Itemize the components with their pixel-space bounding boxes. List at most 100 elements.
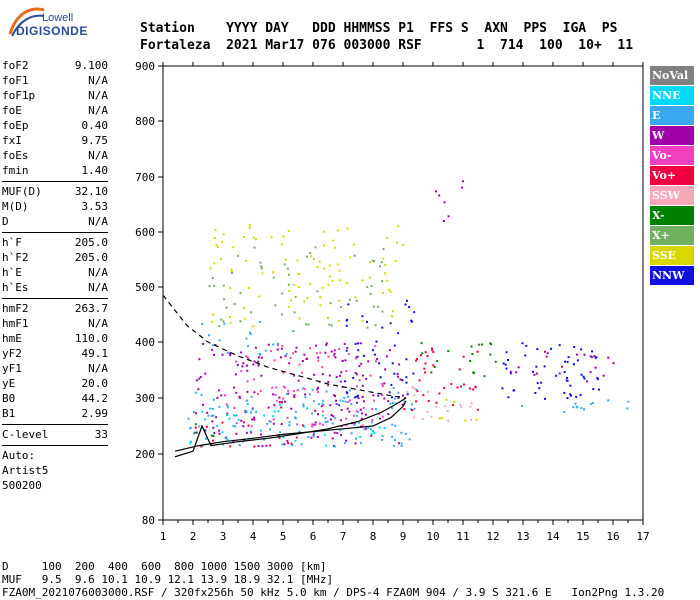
x-tick-label: 1 — [160, 530, 167, 543]
echo-point — [456, 386, 459, 389]
param-value: 32.10 — [74, 185, 108, 198]
echo-point — [263, 414, 266, 417]
echo-point — [312, 433, 315, 436]
echo-point — [280, 406, 283, 409]
y-tick-label: 200 — [135, 448, 155, 461]
param-name: yF2 — [2, 347, 22, 360]
echo-point — [215, 416, 218, 419]
echo-point — [400, 444, 403, 447]
echo-point — [507, 396, 510, 399]
echo-point — [374, 324, 377, 327]
echo-point — [388, 391, 391, 394]
echo-point — [293, 374, 296, 377]
param-separator — [2, 445, 108, 446]
echo-point — [282, 385, 285, 388]
echo-point — [564, 360, 567, 363]
echo-point — [318, 422, 321, 425]
echo-point — [307, 323, 310, 326]
param-row: foE N/A — [2, 103, 108, 118]
echo-point — [408, 305, 411, 308]
echo-point — [569, 384, 572, 387]
echo-point — [328, 323, 331, 326]
echo-point — [384, 368, 387, 371]
echo-point — [353, 414, 356, 417]
echo-point — [213, 284, 216, 287]
echo-point — [371, 259, 374, 262]
param-row: MUF(D) 32.10 — [2, 184, 108, 199]
echo-point — [378, 426, 381, 429]
echo-point — [286, 439, 289, 442]
echo-point — [285, 393, 288, 396]
echo-point — [472, 388, 475, 391]
param-name: hmE — [2, 332, 22, 345]
echo-point — [293, 311, 296, 314]
echo-point — [275, 386, 278, 389]
echo-point — [362, 406, 365, 409]
echo-point — [336, 263, 339, 266]
echo-point — [368, 276, 371, 279]
echo-point — [365, 377, 368, 380]
echo-point — [583, 377, 586, 380]
echo-point — [538, 387, 541, 390]
echo-point — [280, 423, 283, 426]
echo-point — [223, 298, 226, 301]
echo-point — [272, 415, 275, 418]
echo-point — [260, 374, 263, 377]
echo-point — [240, 419, 243, 422]
legend-item: NNW — [650, 266, 694, 285]
echo-point — [504, 363, 507, 366]
echo-point — [253, 246, 256, 249]
echo-point — [292, 330, 295, 333]
echo-point — [288, 424, 291, 427]
echo-point — [338, 299, 341, 302]
echo-point — [328, 275, 331, 278]
echo-point — [277, 342, 280, 345]
echo-point — [369, 261, 372, 264]
param-name: foF2 — [2, 59, 29, 72]
echo-point — [470, 345, 473, 348]
echo-point — [276, 348, 279, 351]
echo-point — [406, 393, 409, 396]
echo-point — [418, 379, 421, 382]
param-row: yF2 49.1 — [2, 346, 108, 361]
echo-point — [212, 414, 215, 417]
param-row: hmE 110.0 — [2, 331, 108, 346]
echo-point — [576, 406, 579, 409]
echo-point — [221, 431, 224, 434]
echo-point — [483, 375, 486, 378]
echo-point — [316, 436, 319, 439]
param-name: hmF1 — [2, 317, 29, 330]
echo-point — [211, 420, 214, 423]
echo-point — [331, 279, 334, 282]
echo-point — [338, 348, 341, 351]
echo-point — [446, 410, 449, 413]
echo-point — [207, 414, 210, 417]
echo-point — [563, 391, 566, 394]
echo-point — [226, 412, 229, 415]
echo-point — [340, 434, 343, 437]
echo-point — [398, 363, 401, 366]
echo-point — [313, 432, 316, 435]
echo-point — [396, 375, 399, 378]
echo-point — [249, 333, 252, 336]
echo-point — [283, 263, 286, 266]
echo-point — [245, 399, 248, 402]
echo-point — [201, 322, 204, 325]
echo-point — [363, 428, 366, 431]
param-row: foEp 0.40 — [2, 118, 108, 133]
echo-point — [268, 420, 271, 423]
echo-point — [304, 393, 307, 396]
echo-point — [216, 424, 219, 427]
echo-point — [296, 423, 299, 426]
echo-point — [315, 344, 318, 347]
echo-point — [355, 299, 358, 302]
echo-point — [396, 373, 399, 376]
echo-point — [573, 346, 576, 349]
echo-point — [235, 360, 238, 363]
echo-point — [259, 261, 262, 264]
echo-point — [575, 395, 578, 398]
param-row: B0 44.2 — [2, 391, 108, 406]
echo-point — [462, 355, 465, 358]
echo-point — [357, 349, 360, 352]
param-name: fxI — [2, 134, 22, 147]
